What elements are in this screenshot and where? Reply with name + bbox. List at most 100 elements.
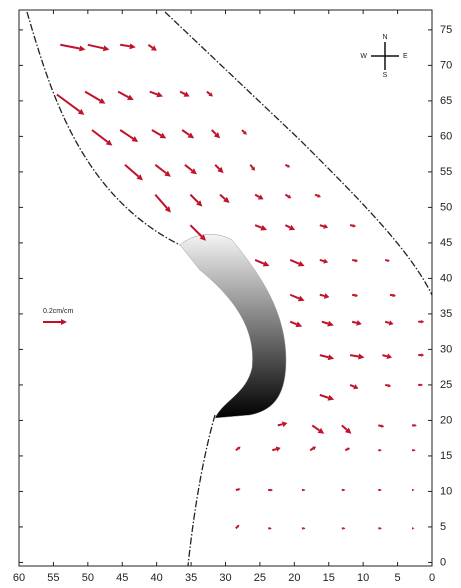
arrow-head bbox=[414, 449, 416, 451]
arrow-shaft bbox=[290, 322, 296, 325]
vector-arrow bbox=[236, 525, 240, 529]
vector-arrow bbox=[302, 527, 306, 529]
arrow-shaft bbox=[207, 92, 210, 94]
arrow-shaft bbox=[250, 165, 252, 168]
arrow-shaft bbox=[285, 225, 290, 227]
y-tick-label: 45 bbox=[440, 237, 452, 249]
arrow-shaft bbox=[92, 130, 108, 142]
x-tick-label: 0 bbox=[429, 572, 435, 584]
vector-arrow bbox=[285, 195, 291, 199]
vector-arrow bbox=[285, 165, 290, 168]
vector-arrow bbox=[272, 447, 280, 452]
arrow-head bbox=[381, 424, 384, 428]
arrow-head bbox=[271, 489, 273, 492]
arrow-head bbox=[389, 320, 394, 325]
arrow-head bbox=[388, 384, 391, 388]
x-tick-label: 10 bbox=[357, 572, 369, 584]
vector-arrow bbox=[320, 224, 328, 229]
vector-arrow bbox=[390, 294, 396, 298]
y-tick-label: 65 bbox=[440, 95, 452, 107]
arrow-head bbox=[421, 383, 423, 386]
shaded-zone bbox=[180, 234, 286, 418]
vector-arrow bbox=[412, 424, 417, 427]
arrow-shaft bbox=[312, 425, 319, 430]
arrow-shaft bbox=[352, 322, 357, 323]
y-tick-label: 70 bbox=[440, 59, 452, 71]
compass-w: W bbox=[360, 53, 367, 60]
arrow-shaft bbox=[236, 527, 238, 529]
y-tick-label: 5 bbox=[440, 521, 446, 533]
chart: N S E W 0.2cm/cm 60555045403530252015105… bbox=[0, 0, 461, 588]
arrow-head bbox=[323, 259, 328, 264]
arrow-shaft bbox=[278, 424, 283, 425]
y-tick-label: 55 bbox=[440, 166, 452, 178]
vector-arrow bbox=[378, 527, 382, 529]
vector-arrow bbox=[125, 165, 143, 181]
arrow-shaft bbox=[342, 425, 347, 429]
arrow-head bbox=[304, 527, 306, 529]
arrow-shaft bbox=[242, 130, 244, 132]
y-tick-label: 15 bbox=[440, 450, 452, 462]
vector-arrow bbox=[285, 225, 295, 230]
vector-arrow bbox=[290, 322, 302, 328]
arrow-shaft bbox=[350, 225, 353, 226]
key-label: 0.2cm/cm bbox=[43, 308, 74, 315]
vector-arrow bbox=[310, 447, 316, 451]
arrow-head bbox=[327, 321, 334, 327]
compass bbox=[371, 42, 399, 70]
vector-arrow bbox=[385, 384, 391, 388]
vector-arrow bbox=[322, 321, 334, 327]
arrow-shaft bbox=[290, 295, 299, 299]
vector-arrow bbox=[212, 130, 220, 138]
boundary bbox=[188, 415, 215, 566]
x-tick-label: 55 bbox=[47, 572, 59, 584]
vector-arrow bbox=[350, 224, 356, 228]
arrow-shaft bbox=[390, 295, 393, 296]
arrow-head bbox=[103, 45, 110, 51]
arrow-shaft bbox=[236, 489, 238, 490]
vector-arrow bbox=[350, 354, 364, 360]
arrow-shaft bbox=[320, 260, 324, 261]
arrow-shaft bbox=[180, 92, 185, 94]
x-tick-label: 20 bbox=[288, 572, 300, 584]
vector-arrow bbox=[418, 320, 424, 324]
arrow-shaft bbox=[320, 395, 329, 398]
arrow-shaft bbox=[382, 355, 387, 356]
vector-arrow bbox=[320, 293, 330, 299]
arrow-shaft bbox=[152, 130, 161, 135]
vector-arrow bbox=[180, 91, 190, 96]
arrow-shaft bbox=[182, 130, 189, 135]
vector-arrow bbox=[378, 449, 382, 451]
arrow-shaft bbox=[378, 425, 381, 426]
vector-arrow bbox=[312, 425, 324, 433]
vector-arrow bbox=[418, 353, 424, 357]
vector-arrow bbox=[352, 320, 362, 326]
vector-arrow bbox=[342, 425, 352, 433]
x-tick-label: 50 bbox=[82, 572, 94, 584]
vector-arrow bbox=[320, 354, 334, 360]
vector-arrow bbox=[268, 489, 273, 492]
arrow-shaft bbox=[125, 165, 138, 177]
vector-arrow bbox=[320, 259, 328, 264]
vector-arrow bbox=[88, 45, 110, 51]
vector-arrow bbox=[255, 260, 269, 266]
arrow-shaft bbox=[290, 260, 299, 264]
arrow-head bbox=[353, 224, 356, 228]
x-tick-label: 60 bbox=[13, 572, 25, 584]
arrow-shaft bbox=[155, 165, 166, 173]
x-tick-label: 15 bbox=[323, 572, 335, 584]
arrow-shaft bbox=[236, 448, 238, 450]
arrow-head bbox=[358, 354, 364, 360]
vector-arrow bbox=[278, 421, 288, 427]
arrow-head bbox=[282, 421, 288, 427]
vector-arrow bbox=[155, 195, 171, 213]
vector-arrow bbox=[418, 383, 423, 386]
vector-arrow bbox=[120, 130, 138, 142]
vector-arrow bbox=[155, 165, 171, 177]
arrow-shaft bbox=[345, 449, 347, 450]
y-tick-label: 0 bbox=[440, 556, 446, 568]
vector-arrow bbox=[345, 448, 350, 451]
arrow-head bbox=[324, 293, 330, 299]
compass-n: N bbox=[382, 34, 387, 41]
vector-arrow bbox=[236, 488, 241, 491]
